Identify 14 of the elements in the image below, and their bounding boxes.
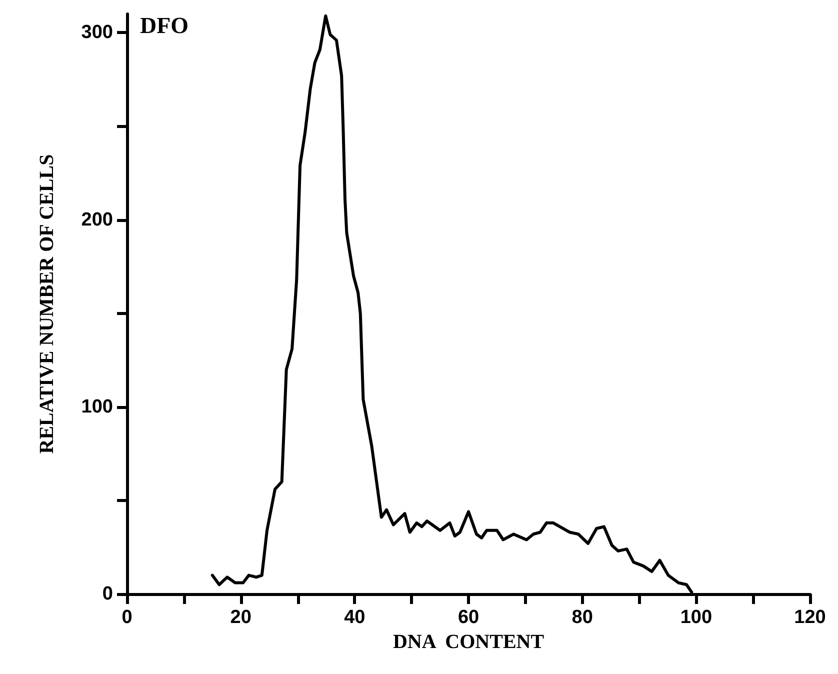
x-tick-label: 120 <box>794 607 826 628</box>
x-tick-label: 60 <box>458 607 480 628</box>
x-tick-label: 0 <box>122 607 132 628</box>
y-tick-label: 200 <box>81 209 113 230</box>
x-tick-label: 40 <box>344 607 366 628</box>
x-axis-title: DNA CONTENT <box>392 631 545 653</box>
x-tick-label: 20 <box>230 607 252 628</box>
y-tick-label: 0 <box>102 584 113 604</box>
annotation: DFO <box>140 13 189 38</box>
x-tick-label: 100 <box>680 607 712 628</box>
y-axis-title: RELATIVE NUMBER OF CELLS <box>36 154 58 454</box>
y-tick-label: 300 <box>81 22 113 44</box>
y-tick-label: 100 <box>81 396 113 418</box>
x-tick-label: 80 <box>572 607 593 628</box>
